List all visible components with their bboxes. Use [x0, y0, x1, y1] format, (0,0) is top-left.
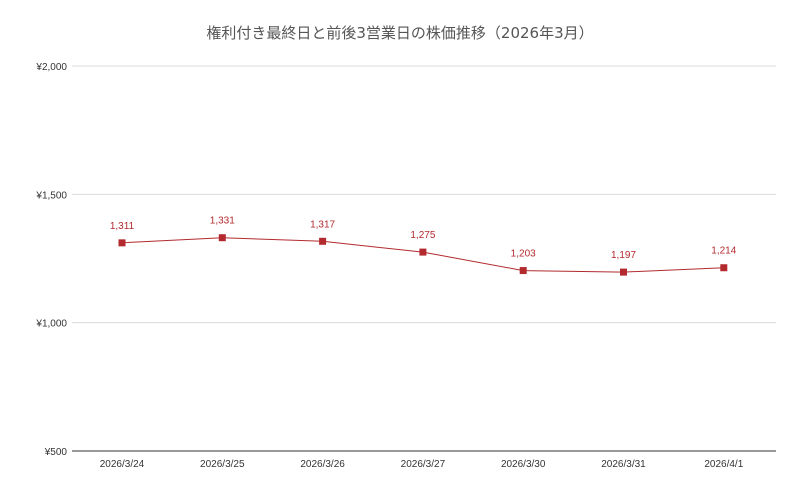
data-label: 1,317 — [310, 219, 335, 230]
y-tick-label: ¥2,000 — [35, 62, 67, 73]
data-label: 1,203 — [511, 249, 536, 260]
chart-title: 権利付き最終日と前後3営業日の株価推移（2026年3月） — [206, 24, 594, 42]
x-tick-label: 2026/3/27 — [401, 459, 446, 470]
data-label: 1,311 — [110, 221, 135, 232]
data-labels: 1,311 1,331 1,317 1,275 1,203 1,197 1,214 — [110, 216, 737, 261]
x-tick-label: 2026/3/25 — [200, 459, 245, 470]
y-tick-label: ¥500 — [44, 447, 68, 458]
data-point-marker — [519, 267, 527, 275]
x-tick-label: 2026/4/1 — [704, 459, 743, 470]
gridlines — [72, 65, 776, 452]
y-tick-label: ¥1,000 — [35, 319, 67, 330]
data-label: 1,331 — [210, 216, 235, 227]
data-point-marker — [319, 237, 327, 245]
data-point-marker — [118, 239, 126, 247]
data-point-marker — [620, 268, 627, 276]
data-label: 1,275 — [410, 230, 435, 241]
data-label: 1,197 — [611, 250, 636, 261]
data-label: 1,214 — [711, 246, 736, 257]
x-axis-ticks: 2026/3/24 2026/3/25 2026/3/26 2026/3/27 2026… — [100, 459, 744, 470]
y-tick-label: ¥1,500 — [35, 190, 67, 201]
x-tick-label: 2026/3/24 — [100, 459, 145, 470]
x-tick-label: 2026/3/31 — [601, 459, 646, 470]
data-point-marker — [218, 234, 226, 242]
y-axis-ticks: ¥500 ¥1,000 ¥1,500 ¥2,000 — [35, 62, 67, 458]
x-tick-label: 2026/3/30 — [501, 459, 546, 470]
x-tick-label: 2026/3/26 — [300, 459, 345, 470]
data-point-marker — [720, 264, 728, 272]
series-group — [118, 234, 728, 276]
data-point-marker — [419, 248, 427, 256]
